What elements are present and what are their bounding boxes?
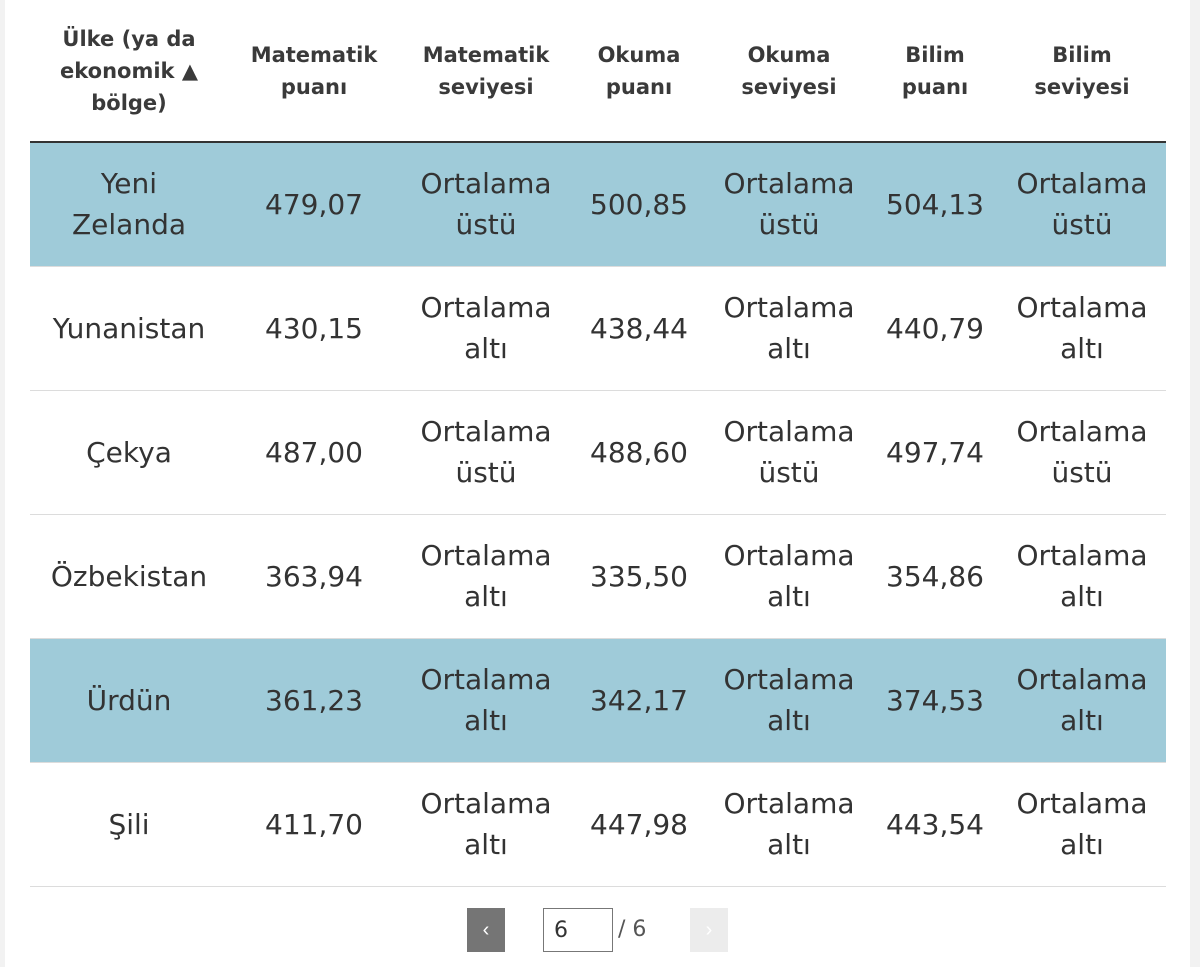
header-reading-level[interactable]: Okuma seviyesi [706,0,872,143]
table-row: Çekya 487,00 Ortalama üstü 488,60 Ortalam… [30,390,1166,515]
cell-science-score: 504,13 [872,142,998,267]
table-row: Şili 411,70 Ortalama altı 447,98 Ortalama… [30,762,1166,887]
header-science-score[interactable]: Bilim puanı [872,0,998,143]
cell-reading-level: Ortalama altı [706,762,872,887]
cell-science-score: 440,79 [872,266,998,391]
cell-reading-score: 335,50 [572,514,706,639]
cell-reading-level: Ortalama altı [706,638,872,763]
cell-country: Çekya [30,390,228,515]
cell-math-level: Ortalama altı [400,266,572,391]
cell-math-level: Ortalama altı [400,762,572,887]
next-page-button[interactable]: › [690,908,728,952]
cell-country: Özbekistan [30,514,228,639]
header-country[interactable]: Ülke (ya da ekonomik ▲ bölge) [30,0,228,143]
results-table: Ülke (ya da ekonomik ▲ bölge) Matematik … [30,0,1166,887]
pagination: ‹ / 6 › [0,906,1200,954]
table-row: Özbekistan 363,94 Ortalama altı 335,50 Or… [30,514,1166,639]
cell-science-level: Ortalama altı [998,638,1166,763]
cell-reading-level: Ortalama altı [706,514,872,639]
header-math-score[interactable]: Matematik puanı [228,0,400,143]
cell-reading-level: Ortalama üstü [706,390,872,515]
table-row: Yunanistan 430,15 Ortalama altı 438,44 Or… [30,266,1166,391]
cell-science-score: 354,86 [872,514,998,639]
cell-math-score: 430,15 [228,266,400,391]
page-total: / 6 [618,917,647,942]
cell-science-level: Ortalama üstü [998,390,1166,515]
chevron-right-icon: › [705,919,713,941]
cell-reading-score: 488,60 [572,390,706,515]
cell-math-score: 479,07 [228,142,400,267]
header-reading-score[interactable]: Okuma puanı [572,0,706,143]
cell-science-score: 443,54 [872,762,998,887]
cell-math-level: Ortalama altı [400,514,572,639]
cell-reading-level: Ortalama altı [706,266,872,391]
cell-reading-score: 447,98 [572,762,706,887]
cell-math-score: 363,94 [228,514,400,639]
cell-country: Yeni Zelanda [30,142,228,267]
cell-reading-score: 438,44 [572,266,706,391]
table-header-row: Ülke (ya da ekonomik ▲ bölge) Matematik … [30,0,1166,143]
cell-science-level: Ortalama altı [998,514,1166,639]
cell-math-level: Ortalama altı [400,638,572,763]
cell-math-level: Ortalama üstü [400,390,572,515]
cell-country: Ürdün [30,638,228,763]
cell-reading-score: 342,17 [572,638,706,763]
cell-science-score: 497,74 [872,390,998,515]
cell-science-score: 374,53 [872,638,998,763]
cell-math-score: 487,00 [228,390,400,515]
cell-country: Şili [30,762,228,887]
cell-math-level: Ortalama üstü [400,142,572,267]
cell-country: Yunanistan [30,266,228,391]
cell-reading-score: 500,85 [572,142,706,267]
previous-page-button[interactable]: ‹ [467,908,505,952]
header-science-level[interactable]: Bilim seviyesi [998,0,1166,143]
header-math-level[interactable]: Matematik seviyesi [400,0,572,143]
cell-science-level: Ortalama üstü [998,142,1166,267]
chevron-left-icon: ‹ [482,919,490,941]
cell-math-score: 411,70 [228,762,400,887]
cell-math-score: 361,23 [228,638,400,763]
cell-reading-level: Ortalama üstü [706,142,872,267]
table-row: Ürdün 361,23 Ortalama altı 342,17 Ortalam… [30,638,1166,763]
cell-science-level: Ortalama altı [998,762,1166,887]
page-number-input[interactable] [543,908,613,952]
cell-science-level: Ortalama altı [998,266,1166,391]
table-row: Yeni Zelanda 479,07 Ortalama üstü 500,85 O… [30,142,1166,267]
